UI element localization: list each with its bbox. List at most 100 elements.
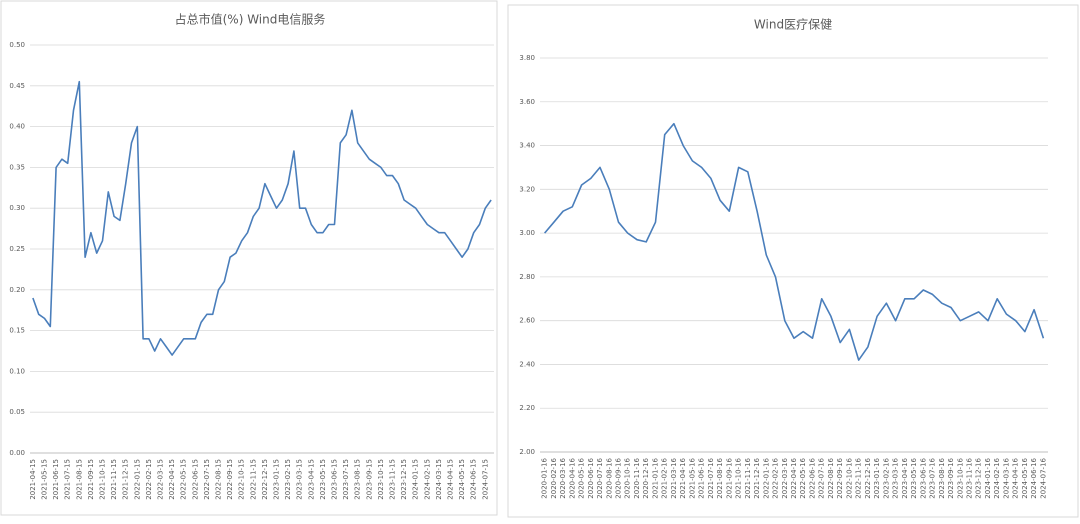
x-tick-label: 2022-01-15 (133, 459, 141, 500)
y-tick-label: 0.30 (9, 204, 25, 212)
x-tick-label: 2022-09-15 (226, 459, 234, 500)
x-tick-label: 2022-05-15 (180, 459, 188, 500)
x-tick-label: 2021-12-16 (753, 457, 761, 498)
x-tick-label: 2021-07-16 (707, 457, 715, 498)
y-tick-label: 0.05 (9, 408, 25, 416)
x-tick-label: 2021-10-15 (99, 459, 107, 500)
x-tick-label: 2022-12-15 (261, 459, 269, 500)
x-tick-label: 2023-08-15 (354, 459, 362, 500)
x-tick-label: 2021-12-15 (122, 459, 130, 500)
x-tick-label: 2022-12-16 (864, 457, 872, 498)
x-tick-label: 2021-04-15 (29, 459, 37, 500)
x-tick-label: 2020-07-16 (596, 457, 604, 498)
x-tick-label: 2020-11-16 (633, 457, 641, 498)
x-tick-label: 2020-12-16 (642, 457, 650, 498)
x-tick-label: 2020-02-16 (550, 457, 558, 498)
x-tick-label: 2020-03-16 (559, 457, 567, 498)
x-tick-label: 2021-05-16 (688, 457, 696, 498)
y-tick-label: 3.60 (519, 98, 535, 106)
y-tick-label: 0.45 (9, 82, 25, 90)
x-tick-label: 2023-10-16 (956, 457, 964, 498)
x-tick-label: 2021-11-16 (744, 457, 752, 498)
x-tick-label: 2022-09-16 (836, 457, 844, 498)
x-tick-label: 2021-01-16 (651, 457, 659, 498)
y-tick-label: 0.35 (9, 163, 25, 171)
x-tick-label: 2023-12-16 (975, 457, 983, 498)
series-line (32, 80, 492, 356)
x-tick-label: 2022-11-16 (855, 457, 863, 498)
panel-left (0, 0, 498, 516)
x-tick-label: 2021-04-16 (679, 457, 687, 498)
x-tick-label: 2024-04-15 (447, 459, 455, 500)
y-tick-label: 3.80 (519, 54, 535, 62)
x-tick-label: 2023-06-15 (331, 459, 339, 500)
x-tick-label: 2021-07-15 (64, 459, 72, 500)
x-tick-label: 2024-01-15 (412, 459, 420, 500)
y-tick-label: 3.20 (519, 185, 535, 193)
x-tick-label: 2023-04-15 (307, 459, 315, 500)
x-tick-label: 2022-02-15 (145, 459, 153, 500)
y-tick-label: 0.20 (9, 286, 25, 294)
y-tick-label: 0.25 (9, 245, 25, 253)
x-tick-label: 2022-03-15 (157, 459, 165, 500)
chart-title: 占总市值(%) Wind电信服务 (175, 12, 326, 27)
x-tick-label: 2024-02-16 (993, 457, 1001, 498)
y-tick-label: 0.50 (9, 41, 25, 49)
x-tick-label: 2021-10-16 (735, 457, 743, 498)
x-tick-label: 2022-01-16 (762, 457, 770, 498)
x-tick-label: 2020-08-16 (605, 457, 613, 498)
x-tick-label: 2022-06-16 (808, 457, 816, 498)
x-tick-label: 2022-08-15 (215, 459, 223, 500)
x-tick-label: 2024-07-16 (1039, 457, 1047, 498)
x-tick-label: 2023-11-15 (389, 459, 397, 500)
x-tick-label: 2024-05-16 (1021, 457, 1029, 498)
x-tick-label: 2023-12-15 (400, 459, 408, 500)
x-tick-label: 2022-06-15 (191, 459, 199, 500)
x-tick-label: 2022-07-16 (818, 457, 826, 498)
y-tick-label: 0.40 (9, 123, 25, 131)
x-tick-label: 2024-01-16 (984, 457, 992, 498)
x-tick-label: 2024-07-15 (481, 459, 489, 500)
x-tick-label: 2023-01-15 (273, 459, 281, 500)
series-line (543, 122, 1045, 361)
y-tick-label: 0.15 (9, 327, 25, 335)
x-tick-label: 2021-05-15 (41, 459, 49, 500)
x-tick-label: 2021-02-16 (661, 457, 669, 498)
x-tick-label: 2024-06-16 (1030, 457, 1038, 498)
x-tick-label: 2021-09-16 (725, 457, 733, 498)
x-tick-label: 2023-07-15 (342, 459, 350, 500)
panel-right (507, 4, 1079, 518)
x-tick-label: 2020-09-16 (615, 457, 623, 498)
x-tick-label: 2023-05-16 (910, 457, 918, 498)
x-tick-label: 2022-11-15 (249, 459, 257, 500)
x-tick-label: 2021-11-15 (110, 459, 118, 500)
x-tick-label: 2022-07-15 (203, 459, 211, 500)
x-tick-label: 2021-06-16 (698, 457, 706, 498)
x-tick-label: 2022-05-16 (799, 457, 807, 498)
x-tick-label: 2023-09-15 (365, 459, 373, 500)
x-tick-label: 2023-03-15 (296, 459, 304, 500)
x-tick-label: 2024-04-16 (1012, 457, 1020, 498)
x-tick-label: 2023-02-16 (882, 457, 890, 498)
x-tick-label: 2023-09-16 (947, 457, 955, 498)
y-tick-label: 2.60 (519, 317, 535, 325)
x-tick-label: 2022-10-15 (238, 459, 246, 500)
x-tick-label: 2024-06-15 (470, 459, 478, 500)
x-tick-label: 2023-02-15 (284, 459, 292, 500)
x-tick-label: 2023-01-16 (873, 457, 881, 498)
x-tick-label: 2023-11-16 (965, 457, 973, 498)
x-tick-label: 2023-08-16 (938, 457, 946, 498)
x-tick-label: 2020-05-16 (578, 457, 586, 498)
x-tick-label: 2022-08-16 (827, 457, 835, 498)
y-tick-label: 0.00 (9, 449, 25, 457)
y-tick-label: 0.10 (9, 367, 25, 375)
y-tick-label: 2.20 (519, 404, 535, 412)
x-tick-label: 2021-08-15 (75, 459, 83, 500)
x-tick-label: 2023-03-16 (892, 457, 900, 498)
x-tick-label: 2024-02-15 (423, 459, 431, 500)
x-tick-label: 2021-09-15 (87, 459, 95, 500)
x-tick-label: 2022-03-16 (781, 457, 789, 498)
x-tick-label: 2022-02-16 (772, 457, 780, 498)
x-tick-label: 2020-06-16 (587, 457, 595, 498)
